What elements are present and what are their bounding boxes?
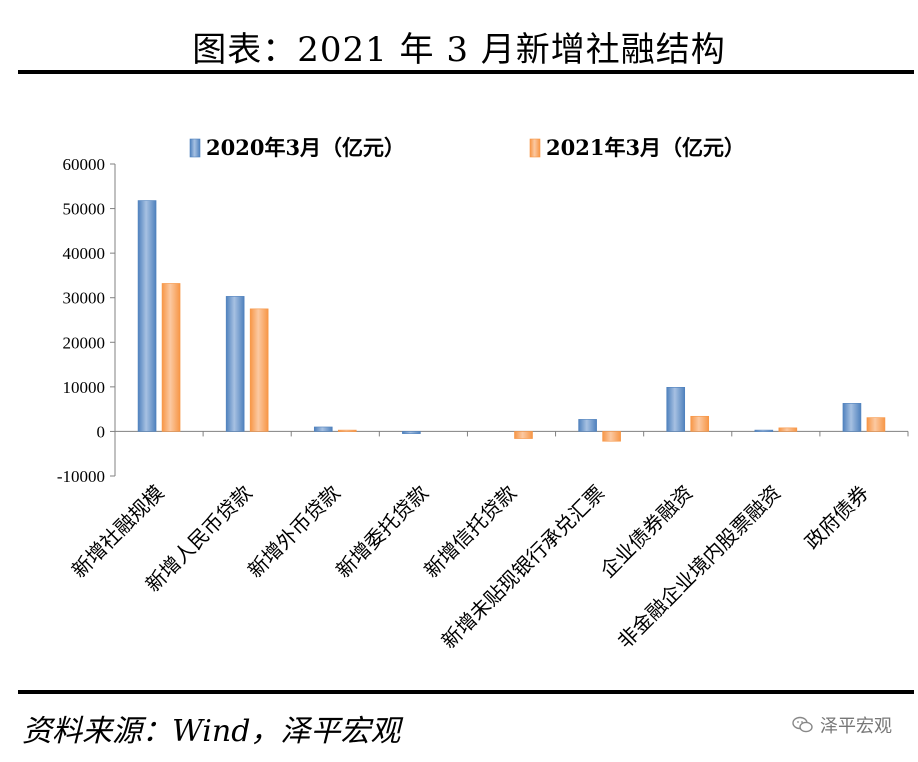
legend-swatch-1: [529, 138, 541, 158]
bar-2021-1: [249, 308, 269, 432]
bar-2021-8: [866, 417, 886, 432]
bar-2021-5: [602, 431, 621, 442]
bars-layer: [137, 200, 886, 442]
category-label: 新增外币贷款: [243, 481, 345, 583]
legend-label-1: 2021年3月（亿元）: [546, 135, 745, 160]
watermark: 泽平宏观: [792, 712, 892, 738]
wechat-icon: [792, 716, 813, 733]
bar-2021-7: [778, 427, 798, 432]
bar-2020-7: [754, 429, 774, 432]
y-tick-label: 50000: [63, 200, 106, 219]
bar-2021-6: [690, 415, 710, 432]
legend: 2020年3月（亿元） 2021年3月（亿元）: [189, 135, 745, 160]
legend-label-0: 2020年3月（亿元）: [206, 135, 405, 160]
bar-2020-1: [225, 296, 245, 432]
y-tick-label: 20000: [63, 333, 106, 352]
category-label: 政府债券: [800, 481, 874, 555]
category-label: 非金融企业境内股票融资: [613, 481, 786, 654]
bar-chart: 60000 50000 40000 30000 20000 10000 0 -10000 新增…: [57, 135, 909, 654]
y-tick-label: 60000: [63, 155, 106, 174]
y-tick-label: 0: [97, 422, 106, 441]
y-tick-label: 40000: [63, 244, 106, 263]
watermark-text: 泽平宏观: [820, 716, 892, 737]
category-label: 新增未贴现银行承兑汇票: [437, 481, 610, 654]
bar-2020-5: [578, 419, 597, 432]
category-label: 新增委托贷款: [331, 481, 433, 583]
top-divider: [18, 70, 914, 74]
source-note: 资料来源：Wind，泽平宏观: [22, 714, 401, 749]
labels-layer: 新增社融规模新增人民币贷款新增外币贷款新增委托贷款新增信托贷款新增未贴现银行承兑…: [67, 481, 874, 654]
bar-2020-8: [842, 403, 862, 432]
bar-2020-2: [313, 426, 333, 432]
page-title: 图表：2021 年 3 月新增社融结构: [192, 30, 726, 70]
bar-2021-2: [337, 429, 357, 432]
y-tick-label: 30000: [63, 289, 106, 308]
bar-2021-4: [514, 431, 533, 439]
y-tick-label: 10000: [63, 378, 106, 397]
axes-layer: 60000 50000 40000 30000 20000 10000 0 -10000: [57, 155, 909, 486]
bar-2020-0: [137, 200, 157, 432]
bottom-divider: [18, 690, 914, 694]
bar-2021-0: [161, 283, 181, 432]
bar-2020-3: [402, 431, 421, 434]
y-tick-label: -10000: [57, 467, 105, 486]
legend-swatch-0: [189, 138, 201, 158]
bar-2020-6: [666, 387, 686, 432]
